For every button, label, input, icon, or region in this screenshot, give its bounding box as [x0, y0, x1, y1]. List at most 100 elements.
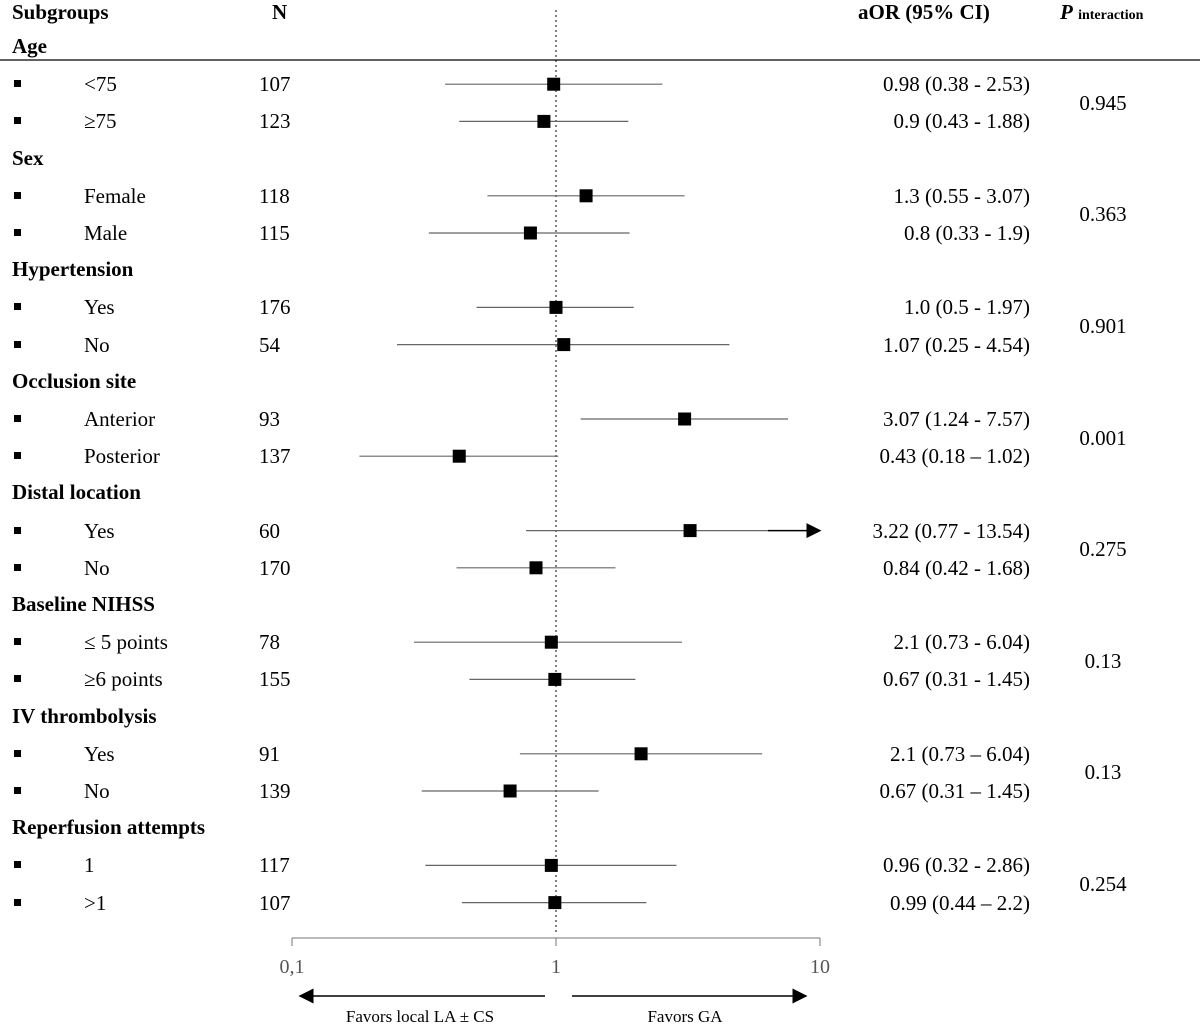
row-n: 54 [259, 332, 280, 357]
row-label: Anterior [84, 407, 156, 431]
row-label: 1 [84, 853, 95, 878]
row-n: 107 [259, 890, 291, 915]
row-n: 170 [259, 555, 291, 580]
row-aor-ci: 0.8 (0.33 - 1.9) [904, 221, 1030, 245]
row-bullet [14, 415, 21, 422]
row-bullet [14, 861, 21, 869]
p-subscript: interaction [1078, 8, 1144, 23]
row-aor-ci: 0.98 (0.38 - 2.53) [883, 72, 1030, 97]
row-label: No [84, 779, 110, 803]
p-interaction-value: 0.363 [1079, 202, 1127, 227]
point-estimate [678, 412, 692, 426]
row-bullet [14, 340, 21, 348]
row-bullet [14, 452, 21, 460]
p-interaction-value: 0.945 [1079, 90, 1127, 115]
group-title: Distal location [12, 480, 141, 505]
row-aor-ci: 0.43 (0.18 – 1.02) [879, 444, 1031, 469]
row-label: Male [84, 221, 128, 245]
point-estimate [683, 524, 697, 538]
row-bullet [14, 526, 21, 534]
point-estimate [544, 635, 558, 649]
header-p-interaction: P interaction [1060, 2, 1143, 23]
row-aor-ci: 0.9 (0.43 - 1.88) [893, 109, 1030, 134]
row-aor-ci: 0.84 (0.42 - 1.68) [883, 555, 1030, 580]
row-aor-ci: 0.67 (0.31 – 1.45) [879, 779, 1031, 803]
favors-right-label: Favors GA [647, 1007, 723, 1026]
row-bullet [14, 229, 21, 236]
x-tick-label: 1 [551, 956, 561, 978]
row-aor-ci: 2.1 (0.73 - 6.04) [893, 630, 1030, 655]
row-n: 117 [259, 853, 290, 878]
point-estimate [523, 226, 537, 240]
group-title: Sex [12, 145, 44, 170]
p-interaction-value: 0.275 [1079, 537, 1127, 562]
point-estimate [547, 77, 561, 91]
group-title: Reperfusion attempts [12, 815, 206, 840]
row-label: ≥75 [84, 109, 117, 134]
row-n: 137 [259, 444, 291, 469]
point-estimate [529, 561, 543, 575]
row-aor-ci: 3.22 (0.77 - 13.54) [872, 518, 1030, 543]
row-n: 78 [259, 630, 280, 655]
row-aor-ci: 1.0 (0.5 - 1.97) [904, 295, 1030, 320]
row-n: 60 [259, 518, 280, 543]
group-title: Hypertension [12, 257, 134, 282]
row-n: 139 [259, 779, 291, 803]
x-tick-label: 0,1 [280, 956, 305, 978]
row-n: 176 [259, 295, 291, 320]
row-aor-ci: 0.67 (0.31 - 1.45) [883, 667, 1030, 692]
row-bullet [14, 80, 21, 88]
p-interaction-value: 0.13 [1084, 648, 1122, 673]
row-n: 155 [259, 667, 291, 692]
point-estimate [549, 300, 563, 314]
row-n: 115 [259, 221, 290, 245]
group-title: Occlusion site [12, 368, 137, 393]
row-aor-ci: 2.1 (0.73 – 6.04) [890, 741, 1030, 766]
row-n: 91 [259, 741, 280, 766]
point-estimate [544, 858, 558, 872]
row-n: 118 [259, 183, 290, 208]
header-n: N [272, 0, 288, 24]
row-label: Female [84, 183, 146, 208]
group-title: Age [12, 34, 47, 58]
row-n: 93 [259, 407, 280, 431]
row-bullet [14, 787, 21, 794]
row-label: >1 [84, 890, 107, 915]
header-aor: aOR (95% CI) [858, 0, 990, 24]
row-aor-ci: 0.96 (0.32 - 2.86) [883, 853, 1030, 878]
row-bullet [14, 563, 21, 571]
row-aor-ci: 1.3 (0.55 - 3.07) [893, 183, 1030, 208]
row-n: 107 [259, 72, 291, 97]
row-label: ≤ 5 points [84, 630, 168, 655]
row-label: Yes [84, 741, 115, 766]
row-label: No [84, 332, 110, 357]
row-bullet [14, 675, 21, 683]
row-bullet [14, 749, 21, 757]
group-title: IV thrombolysis [12, 703, 157, 728]
point-estimate [503, 784, 517, 798]
row-bullet [14, 638, 21, 646]
row-label: ≥6 points [84, 667, 163, 692]
header-subgroups: Subgroups [12, 0, 109, 24]
row-bullet [14, 303, 21, 311]
point-estimate [548, 896, 562, 910]
row-aor-ci: 1.07 (0.25 - 4.54) [883, 332, 1030, 357]
point-estimate [557, 338, 571, 352]
point-estimate [537, 114, 551, 128]
row-label: Posterior [84, 444, 160, 469]
p-interaction-value: 0.13 [1084, 760, 1122, 785]
point-estimate [452, 449, 466, 463]
row-aor-ci: 3.07 (1.24 - 7.57) [883, 407, 1030, 431]
group-title: Baseline NIHSS [12, 592, 155, 616]
p-interaction-value: 0.901 [1079, 314, 1127, 338]
point-estimate [548, 672, 562, 686]
favors-left-label: Favors local LA ± CS [345, 1007, 495, 1026]
row-label: No [84, 555, 110, 580]
row-label: Yes [84, 518, 115, 543]
row-bullet [14, 898, 21, 906]
point-estimate [579, 189, 593, 203]
row-bullet [14, 117, 21, 125]
p-symbol: P [1060, 0, 1073, 24]
row-aor-ci: 0.99 (0.44 – 2.2) [890, 890, 1030, 915]
